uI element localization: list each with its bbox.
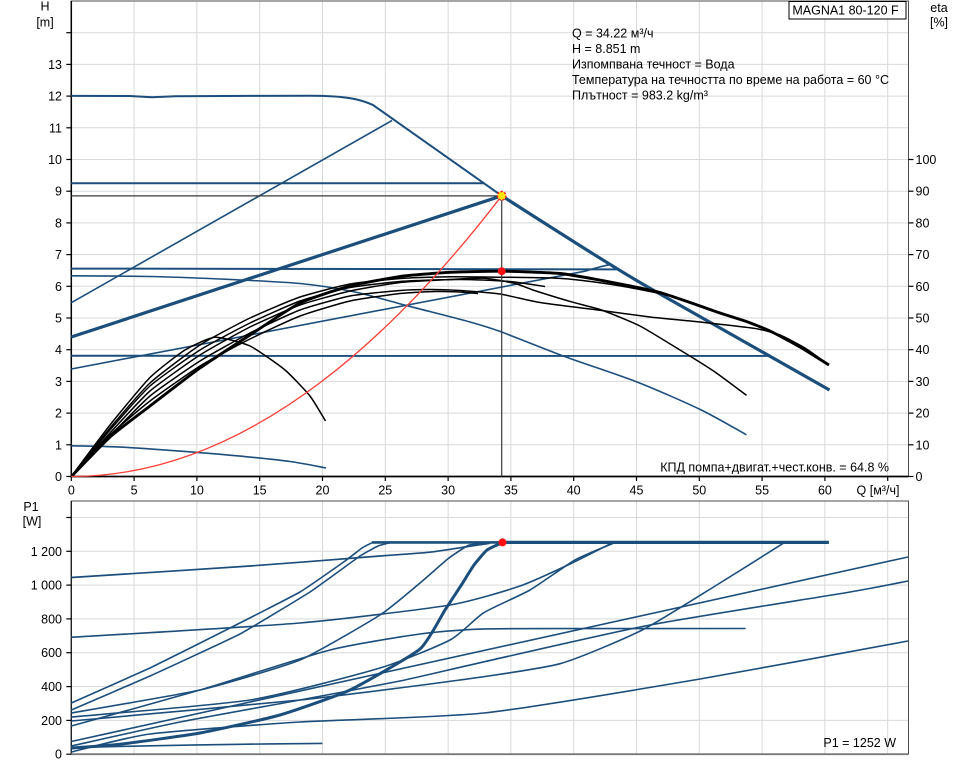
svg-text:MAGNA1 80-120 F: MAGNA1 80-120 F bbox=[792, 4, 899, 18]
svg-text:4: 4 bbox=[55, 343, 62, 357]
svg-text:13: 13 bbox=[48, 58, 62, 72]
svg-text:Q [м³/ч]: Q [м³/ч] bbox=[857, 484, 900, 498]
svg-text:15: 15 bbox=[253, 484, 267, 498]
svg-text:Плътност = 983.2 kg/m³: Плътност = 983.2 kg/m³ bbox=[572, 89, 708, 103]
svg-text:1 000: 1 000 bbox=[31, 579, 62, 593]
svg-text:5: 5 bbox=[131, 484, 138, 498]
svg-text:5: 5 bbox=[55, 312, 62, 326]
svg-text:H: H bbox=[40, 0, 49, 14]
svg-text:45: 45 bbox=[630, 484, 644, 498]
svg-text:800: 800 bbox=[41, 612, 62, 626]
svg-text:10: 10 bbox=[48, 153, 62, 167]
svg-text:8: 8 bbox=[55, 216, 62, 230]
svg-text:КПД помпа+двигат.+чест.конв. =: КПД помпа+двигат.+чест.конв. = 64.8 % bbox=[660, 461, 889, 475]
svg-text:3: 3 bbox=[55, 375, 62, 389]
svg-text:eta: eta bbox=[930, 1, 947, 15]
svg-text:30: 30 bbox=[916, 375, 930, 389]
svg-text:7: 7 bbox=[55, 248, 62, 262]
svg-text:P1: P1 bbox=[23, 500, 38, 514]
svg-text:400: 400 bbox=[41, 680, 62, 694]
svg-text:600: 600 bbox=[41, 646, 62, 660]
svg-text:12: 12 bbox=[48, 90, 62, 104]
svg-text:200: 200 bbox=[41, 714, 62, 728]
svg-text:[%]: [%] bbox=[930, 16, 948, 30]
svg-text:50: 50 bbox=[916, 312, 930, 326]
svg-text:Изпомпвана течност = Вода: Изпомпвана течност = Вода bbox=[572, 58, 735, 72]
svg-text:10: 10 bbox=[916, 438, 930, 452]
svg-text:11: 11 bbox=[49, 121, 62, 135]
svg-text:P1 = 1252 W: P1 = 1252 W bbox=[823, 736, 896, 750]
svg-text:60: 60 bbox=[818, 484, 832, 498]
svg-text:0: 0 bbox=[68, 484, 75, 498]
svg-text:60: 60 bbox=[916, 280, 930, 294]
svg-text:35: 35 bbox=[504, 484, 518, 498]
svg-text:40: 40 bbox=[567, 484, 581, 498]
svg-text:30: 30 bbox=[441, 484, 455, 498]
svg-text:25: 25 bbox=[378, 484, 392, 498]
svg-text:1 200: 1 200 bbox=[31, 545, 62, 559]
svg-text:100: 100 bbox=[916, 153, 937, 167]
svg-text:10: 10 bbox=[190, 484, 204, 498]
svg-text:Q = 34.22 м³/ч: Q = 34.22 м³/ч bbox=[572, 27, 653, 41]
svg-text:9: 9 bbox=[55, 185, 62, 199]
svg-text:0: 0 bbox=[55, 470, 62, 484]
svg-text:90: 90 bbox=[916, 185, 930, 199]
svg-text:70: 70 bbox=[916, 248, 930, 262]
svg-text:0: 0 bbox=[916, 470, 923, 484]
svg-text:50: 50 bbox=[692, 484, 706, 498]
svg-text:H = 8.851 m: H = 8.851 m bbox=[572, 42, 640, 56]
svg-text:1: 1 bbox=[55, 438, 62, 452]
svg-text:6: 6 bbox=[55, 280, 62, 294]
svg-text:40: 40 bbox=[916, 343, 930, 357]
svg-text:20: 20 bbox=[916, 407, 930, 421]
svg-text:0: 0 bbox=[55, 748, 62, 762]
svg-text:[W]: [W] bbox=[23, 515, 42, 529]
svg-text:80: 80 bbox=[916, 216, 930, 230]
svg-text:55: 55 bbox=[755, 484, 769, 498]
svg-text:Температура на течността по вр: Температура на течността по време на раб… bbox=[572, 73, 889, 87]
svg-text:[m]: [m] bbox=[36, 16, 53, 30]
svg-text:2: 2 bbox=[55, 407, 62, 421]
svg-text:20: 20 bbox=[316, 484, 330, 498]
